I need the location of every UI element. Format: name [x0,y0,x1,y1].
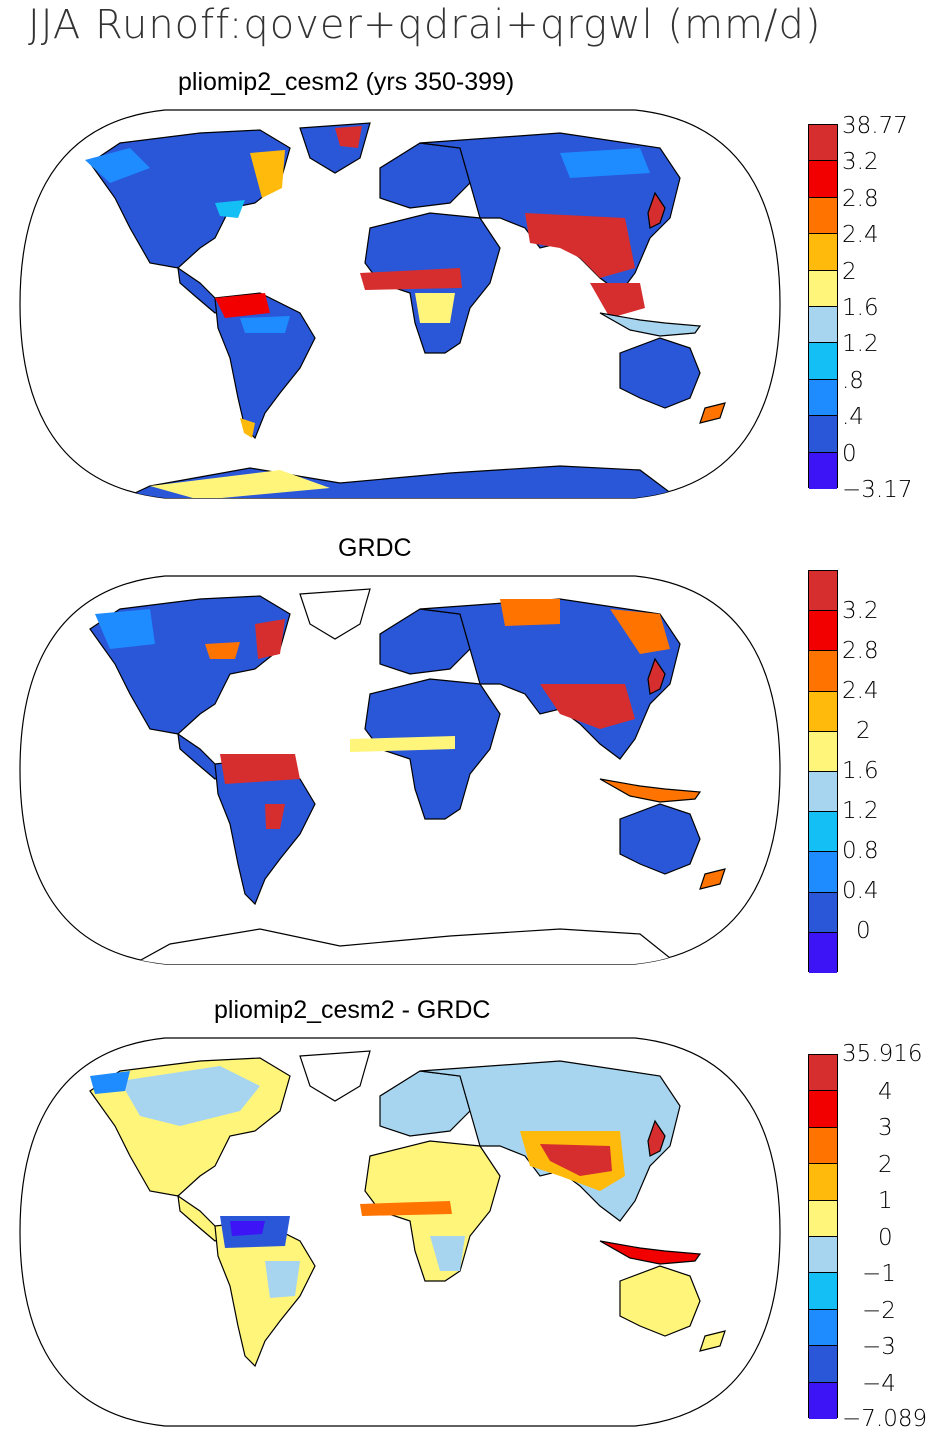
colorbar-swatch [809,416,837,453]
colorbar-label: 0 [842,441,857,467]
colorbar-swatch [809,932,837,973]
colorbar-swatch [809,1055,837,1092]
landmass-japan [647,1119,666,1157]
colorbar-swatch [809,270,837,307]
colorbar-swatch [809,1164,837,1201]
colorbar-label: 3 [878,1115,893,1141]
colorbar-swatch [809,125,837,162]
colorbar-swatch [809,1091,837,1128]
landmass-south-america [214,292,316,440]
colorbar-label: 0.8 [842,838,879,864]
figure-title: JJA Runoff:qover+qdrai+qrgwl (mm/d) [28,2,822,48]
colorbar-label: 0 [878,1225,893,1251]
colorbar-label: −4 [862,1371,896,1397]
colorbar-swatch [809,379,837,417]
colorbar-swatch [809,651,837,692]
map-panel-obs [0,574,800,966]
panel-title-diff: pliomip2_cesm2 - GRDC [214,996,491,1024]
map-diff [19,1037,781,1427]
colorbar-label: −2 [862,1298,896,1324]
colorbar-label: 0 [856,918,871,944]
colorbar-swatch [809,892,837,933]
map-model [19,109,781,499]
landmass-new-zealand [699,402,726,424]
colorbar-label: 2.4 [842,678,879,704]
landmass-australia [619,1265,701,1337]
landmass-maritime-asia [599,312,702,337]
panel-title-obs: GRDC [338,534,412,562]
colorbar-label: 2.8 [842,638,879,664]
landmass-antarctica [129,928,682,964]
colorbar-label: 38.77 [842,113,908,139]
colorbar-label: 1.2 [842,331,879,357]
colorbar-swatch [809,571,837,612]
landmass-south-america [214,1220,316,1368]
map-panel-model [0,108,800,500]
landmass-australia [619,803,701,875]
colorbar-swatch [809,161,837,198]
colorbar-swatch [809,691,837,732]
colorbar-swatch [809,1200,837,1237]
colorbar-swatch [809,812,837,853]
colorbar-swatch [809,731,837,772]
colorbar-swatch [809,1382,837,1419]
colorbar-label: −3 [862,1334,896,1360]
colorbar-label: 2.4 [842,222,879,248]
colorbar-swatch [809,611,837,652]
colorbar-label: −3.17 [842,477,913,503]
colorbar-swatch [809,234,837,271]
colorbar-label: 1.6 [842,295,879,321]
colorbar-swatch [809,852,837,893]
colorbar-obs [808,570,838,973]
map-panel-diff [0,1036,800,1428]
colorbar-swatch [809,1127,837,1165]
colorbar-swatch [809,1236,837,1274]
colorbar-swatch [809,452,837,489]
colorbar-swatch [809,306,837,344]
colorbar-label: 35.916 [842,1041,923,1067]
colorbar-swatch [809,771,837,813]
colorbar-label: 2 [856,718,871,744]
colorbar-swatch [809,1309,837,1347]
landmass-australia [619,337,701,409]
colorbar-diff [808,1054,838,1419]
colorbar-swatch [809,1346,837,1383]
map-obs [19,575,781,965]
landmass-greenland [299,588,371,640]
colorbar-swatch [809,197,837,235]
landmass-greenland [299,1050,371,1102]
colorbar-label: −7.089 [842,1406,928,1432]
colorbar-label: 3.2 [842,149,879,175]
landmass-new-zealand [699,868,726,890]
colorbar-label: .8 [842,368,864,394]
colorbar-label: 2 [878,1152,893,1178]
colorbar-label: .4 [842,404,864,430]
colorbar-label: −1 [862,1261,896,1287]
landmass-japan [647,191,666,229]
landmass-japan [647,657,666,695]
colorbar-label: 2.8 [842,186,879,212]
colorbar-label: 1.2 [842,798,879,824]
colorbar-label: 3.2 [842,598,879,624]
colorbar-swatch [809,343,837,380]
colorbar-label: 1.6 [842,758,879,784]
landmass-maritime-asia [599,1240,702,1265]
colorbar-label: 4 [878,1079,893,1105]
colorbar-model [808,124,838,489]
colorbar-label: 0.4 [842,878,879,904]
landmass-maritime-asia [599,778,702,803]
landmass-new-zealand [699,1330,726,1352]
colorbar-swatch [809,1273,837,1310]
panel-title-model: pliomip2_cesm2 (yrs 350-399) [178,68,515,96]
colorbar-label: 1 [878,1188,893,1214]
colorbar-label: 2 [842,259,857,285]
